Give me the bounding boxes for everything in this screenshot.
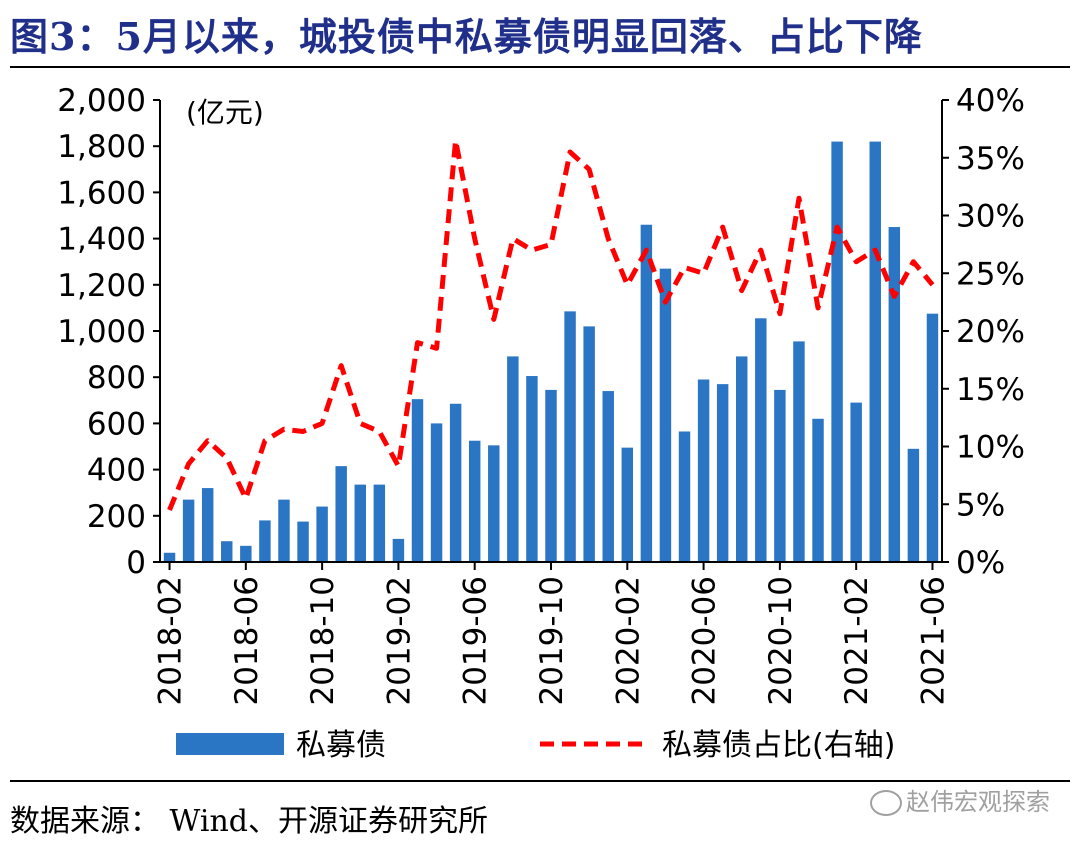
bar xyxy=(545,389,557,562)
bar xyxy=(583,326,595,562)
bar xyxy=(392,538,405,562)
figure-title: 图3：5月以来，城投债中私募债明显回落、占比下降 xyxy=(10,14,923,59)
bar xyxy=(736,356,748,562)
right-tick-label: 20% xyxy=(956,314,1025,350)
bar xyxy=(259,520,271,562)
bar xyxy=(430,423,443,562)
source-note: 数据来源： Wind、开源证券研究所 xyxy=(10,804,488,839)
right-tick-label: 0% xyxy=(956,545,1005,581)
watermark: 赵伟宏观探索 xyxy=(870,782,1050,817)
share-line xyxy=(167,137,935,511)
left-tick-label: 1,800 xyxy=(57,129,146,165)
right-tick-label: 30% xyxy=(956,199,1025,235)
bar xyxy=(774,389,786,562)
bar xyxy=(449,403,462,562)
right-tick-label: 5% xyxy=(956,487,1005,523)
wechat-icon xyxy=(870,790,902,816)
bar xyxy=(926,313,939,562)
bar xyxy=(316,506,328,562)
bar xyxy=(373,484,386,562)
bar xyxy=(907,448,920,562)
left-tick-label: 1,200 xyxy=(57,268,146,304)
bar xyxy=(297,521,309,562)
x-tick-label: 2018-06 xyxy=(229,576,265,706)
x-tick-label: 2020-06 xyxy=(687,576,723,706)
bar xyxy=(812,418,824,562)
bar xyxy=(182,499,195,562)
bar xyxy=(697,379,710,562)
right-tick-label: 35% xyxy=(956,141,1025,177)
watermark-text: 赵伟宏观探索 xyxy=(906,788,1050,816)
bar xyxy=(354,484,366,562)
chart: 0 200 400 600 800 1,000 1,200 1,400 1,600 1,800 2,… xyxy=(57,83,1025,763)
left-tick-label: 400 xyxy=(87,453,146,489)
legend: 私募债 私募债占比(右轴) xyxy=(176,728,895,763)
bar xyxy=(602,391,614,562)
legend-bar-swatch xyxy=(176,733,284,755)
x-tick-label: 2019-06 xyxy=(458,576,494,706)
x-tick-label: 2019-02 xyxy=(381,576,417,706)
x-axis: 2018-02 2018-06 2018-10 2019-02 2019-06 2019-… xyxy=(153,561,951,706)
bar xyxy=(335,466,347,562)
right-tick-label: 25% xyxy=(956,256,1025,292)
line-series xyxy=(167,137,935,511)
x-tick-label: 2021-02 xyxy=(839,576,875,706)
left-tick-label: 800 xyxy=(87,360,146,396)
bar xyxy=(240,545,252,562)
legend-line-label: 私募债占比(右轴) xyxy=(662,728,895,763)
right-tick-label: 15% xyxy=(956,372,1025,408)
bar xyxy=(621,447,634,562)
left-tick-label: 200 xyxy=(87,499,146,535)
bar-series xyxy=(163,141,939,563)
left-axis: 0 200 400 600 800 1,000 1,200 1,400 1,600 1,800 2,… xyxy=(57,83,161,581)
x-tick-label: 2018-10 xyxy=(305,576,341,706)
x-tick-label: 2019-10 xyxy=(534,576,570,706)
bar xyxy=(793,341,805,562)
left-tick-label: 1,400 xyxy=(57,222,146,258)
bar xyxy=(201,488,214,562)
bar xyxy=(888,227,901,563)
bar xyxy=(850,402,862,562)
bar xyxy=(659,268,672,562)
right-tick-label: 40% xyxy=(956,83,1025,119)
x-tick-label: 2018-02 xyxy=(153,576,189,706)
bar xyxy=(468,440,481,562)
left-tick-label: 600 xyxy=(87,406,146,442)
bar xyxy=(678,431,691,562)
left-tick-label: 1,000 xyxy=(57,314,146,350)
bar xyxy=(869,141,881,562)
left-tick-label: 2,000 xyxy=(57,83,146,119)
title-rule xyxy=(10,66,1070,68)
unit-label: (亿元) xyxy=(186,96,264,129)
legend-bar-label: 私募债 xyxy=(296,728,386,763)
bar xyxy=(526,376,538,562)
bar xyxy=(640,224,653,563)
x-tick-label: 2021-06 xyxy=(915,576,951,706)
bar xyxy=(163,552,176,562)
bar xyxy=(411,399,424,562)
bar xyxy=(221,541,233,562)
footer-rule xyxy=(10,780,1070,782)
x-tick-label: 2020-02 xyxy=(610,576,646,706)
x-tick-label: 2020-10 xyxy=(763,576,799,706)
bar xyxy=(564,311,576,562)
bar xyxy=(507,356,519,562)
bar xyxy=(278,499,290,562)
left-tick-label: 0 xyxy=(126,545,146,581)
bar xyxy=(755,318,767,562)
bar xyxy=(488,445,500,562)
right-axis: 0% 5% 10% 15% 20% 25% 30% 35% 40% xyxy=(941,83,1025,581)
bar xyxy=(831,141,843,562)
right-tick-label: 10% xyxy=(956,430,1025,466)
left-tick-label: 1,600 xyxy=(57,175,146,211)
bar xyxy=(716,384,729,562)
